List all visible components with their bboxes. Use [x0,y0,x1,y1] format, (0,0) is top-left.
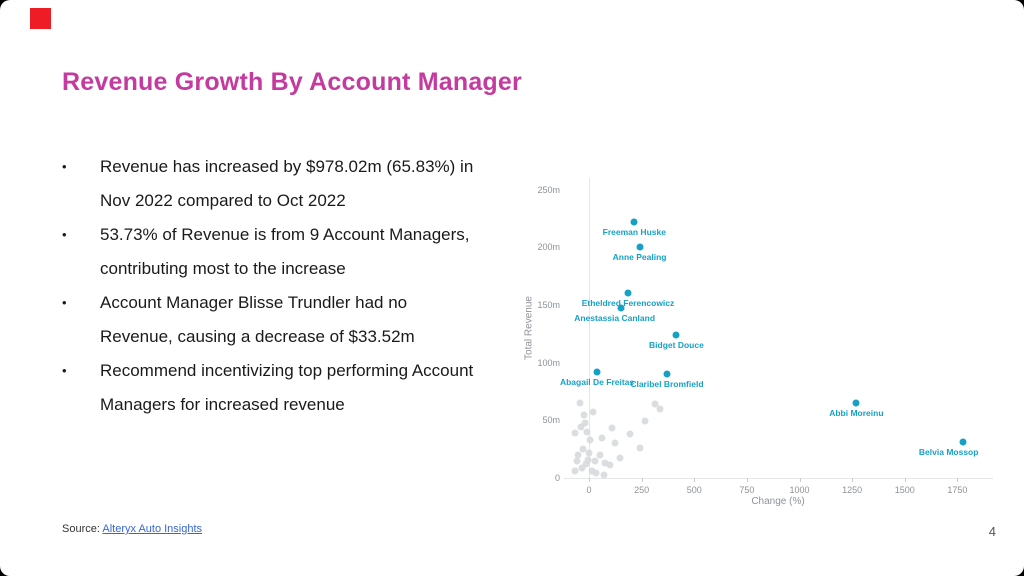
source-link[interactable]: Alteryx Auto Insights [102,523,203,535]
scatter-point[interactable] [592,469,600,477]
scatter-point[interactable] [571,429,579,437]
scatter-point[interactable] [641,417,649,425]
scatter-point[interactable] [583,428,591,436]
scatter-point[interactable] [600,471,608,479]
scatter-point[interactable] [581,419,589,427]
bullet-list: • Revenue has increased by $978.02m (65.… [62,150,482,422]
source-line: Source: Alteryx Auto Insights [62,523,202,535]
page-number: 4 [988,524,996,539]
bullet-text: Account Manager Blisse Trundler had no R… [100,293,415,346]
bullet-marker: • [62,159,67,174]
scatter-point[interactable] [611,439,619,447]
scatter-point-highlighted[interactable] [624,289,632,297]
bullet-item: • Recommend incentivizing top performing… [62,354,482,422]
scatter-point[interactable] [616,454,624,462]
scatter-point[interactable] [651,400,659,408]
scatter-point[interactable] [591,457,599,465]
y-tick-label: 250m [537,184,560,195]
scatter-point-label: Bidget Douce [649,339,704,350]
x-tick-label: 500 [686,485,702,495]
scatter-point[interactable] [596,451,604,459]
scatter-point-highlighted[interactable] [593,368,601,376]
x-tick-label: 1250 [842,485,863,495]
scatter-point-label: Abbi Moreinu [829,408,884,418]
scatter-point[interactable] [577,423,585,431]
scatter-chart: Total Revenue Change (%) 0 250 500 750 1000 1… [520,168,993,513]
scatter-point-highlighted[interactable] [663,370,671,378]
y-axis-line [589,178,591,478]
scatter-point[interactable] [576,399,584,407]
scatter-point-label: Anne Pealing [612,252,667,263]
scatter-point-label: Freeman Huske [602,226,666,237]
page-title: Revenue Growth By Account Manager [62,68,522,96]
scatter-point[interactable] [608,424,616,432]
scatter-point[interactable] [636,444,644,452]
scatter-point-highlighted[interactable] [630,218,638,226]
y-tick-label: 0 [554,473,560,483]
scatter-point[interactable] [571,467,579,475]
scatter-point[interactable] [601,459,609,467]
x-tick-mark [694,478,696,482]
scatter-point[interactable] [589,408,597,416]
y-tick-label: 50m [542,415,560,426]
scatter-point-highlighted[interactable] [672,331,680,339]
x-tick-mark [852,478,854,482]
bullet-item: • Account Manager Blisse Trundler had no… [62,286,482,354]
x-axis-title: Change (%) [751,496,805,507]
y-tick-label: 200m [537,242,560,253]
scatter-point[interactable] [582,460,590,468]
x-tick-label: 750 [739,485,755,495]
brand-logo-square [30,8,51,29]
scatter-point-label: Claribel Bromfield [630,379,704,390]
scatter-point-label: Anestassia Canland [574,313,656,324]
scatter-point[interactable] [656,405,664,413]
bullet-item: • 53.73% of Revenue is from 9 Account Ma… [62,218,482,286]
scatter-point[interactable] [579,445,587,453]
y-tick-label: 150m [537,299,560,310]
scatter-point[interactable] [578,464,586,472]
scatter-point[interactable] [626,430,634,438]
x-tick-label: 250 [634,485,650,495]
scatter-point-highlighted[interactable] [636,243,644,251]
x-tick-mark [746,478,748,482]
x-tick-label: 1750 [947,485,968,495]
scatter-point-highlighted[interactable] [617,304,625,312]
bullet-text: Revenue has increased by $978.02m (65.83… [100,157,474,210]
x-tick-label: 1500 [894,485,915,495]
bullet-marker: • [62,295,67,310]
scatter-point[interactable] [573,457,581,465]
source-label: Source: [62,523,100,535]
scatter-point[interactable] [580,411,588,419]
scatter-point-label: Belvia Mossop [918,447,979,458]
x-tick-mark [799,478,801,482]
x-tick-mark [641,478,643,482]
scatter-point[interactable] [588,467,596,475]
bullet-marker: • [62,363,67,378]
scatter-point-label: Abagail De Freitas [559,376,635,387]
x-tick-mark [904,478,906,482]
scatter-point[interactable] [586,436,594,444]
x-tick-mark [589,478,591,482]
scatter-point-highlighted[interactable] [959,438,967,446]
scatter-point[interactable] [585,449,593,457]
x-axis-line [564,478,993,479]
x-tick-label: 1000 [789,485,810,495]
scatter-point[interactable] [584,456,592,464]
scatter-point[interactable] [574,451,582,459]
x-tick-label: 0 [586,485,592,495]
scatter-point-highlighted[interactable] [852,399,860,407]
x-tick-mark [957,478,959,482]
bullet-text: 53.73% of Revenue is from 9 Account Mana… [100,225,470,278]
scatter-point[interactable] [598,434,606,442]
bullet-item: • Revenue has increased by $978.02m (65.… [62,150,482,218]
bullet-text: Recommend incentivizing top performing A… [100,361,474,414]
bullet-marker: • [62,227,67,242]
scatter-point[interactable] [606,461,614,469]
scatter-point-label: Etheldred Ferencowicz [581,298,675,309]
y-tick-label: 100m [537,357,560,368]
